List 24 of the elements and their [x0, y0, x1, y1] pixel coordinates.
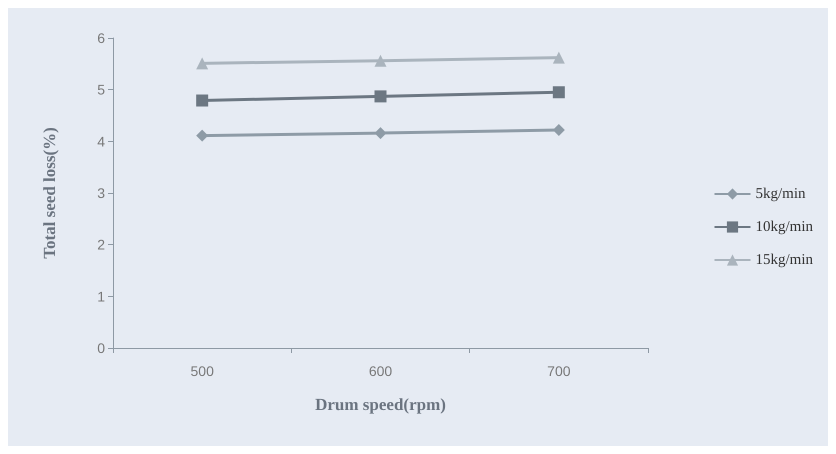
point — [196, 130, 208, 142]
y-tick-label: 1 — [97, 288, 106, 304]
y-tick-label: 5 — [97, 82, 106, 98]
x-axis-title: Drum speed(rpm) — [315, 395, 446, 414]
y-tick-label: 0 — [97, 340, 106, 356]
point — [374, 127, 386, 140]
point — [196, 57, 208, 70]
x-tick-label: 500 — [190, 363, 214, 379]
y-tick-label: 2 — [97, 236, 106, 253]
y-tick-label: 4 — [97, 133, 106, 150]
point — [196, 94, 208, 107]
point — [374, 54, 386, 67]
legend-label: 5kg/min — [756, 186, 806, 202]
point — [374, 90, 386, 102]
point — [552, 86, 565, 98]
legend-label: 10kg/min — [756, 219, 814, 235]
y-axis-title: Total seed loss(%) — [40, 127, 59, 259]
point — [552, 124, 565, 136]
point — [552, 52, 565, 64]
x-tick-label: 700 — [547, 363, 571, 379]
y-tick-label: 6 — [97, 30, 106, 46]
legend-label: 15kg/min — [756, 252, 814, 268]
y-tick-label: 3 — [97, 185, 106, 201]
x-tick-label: 600 — [368, 363, 392, 379]
